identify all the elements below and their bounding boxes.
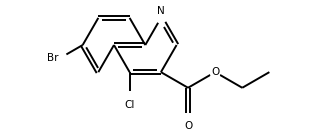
Text: Cl: Cl <box>124 100 135 110</box>
Text: O: O <box>211 67 219 77</box>
Text: N: N <box>157 6 165 16</box>
Text: O: O <box>184 121 192 131</box>
Text: Br: Br <box>47 53 58 63</box>
